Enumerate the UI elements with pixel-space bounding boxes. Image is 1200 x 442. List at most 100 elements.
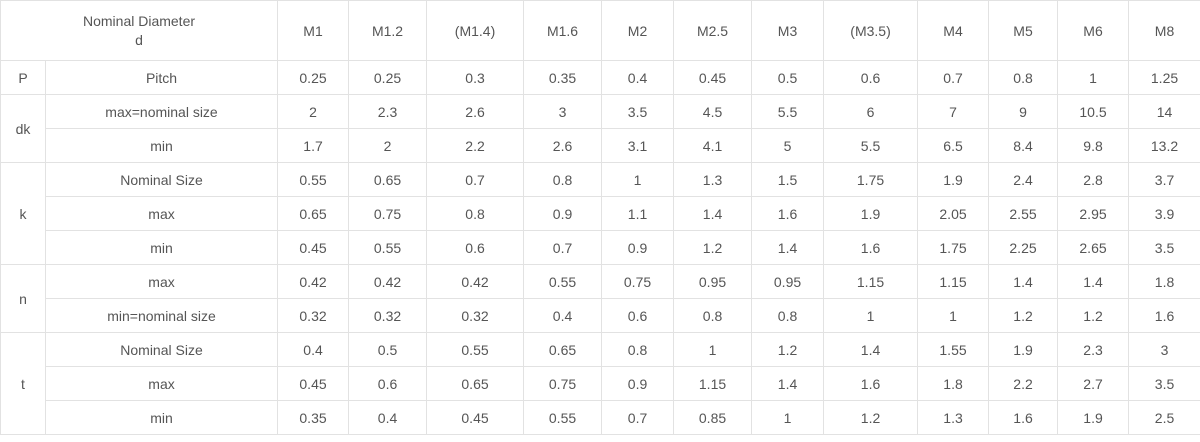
value-cell: 0.55 — [523, 264, 603, 299]
value-cell: 3.1 — [601, 128, 675, 163]
size-header: M1.6 — [523, 0, 603, 61]
value-cell: 5 — [751, 128, 825, 163]
value-cell: 4.1 — [673, 128, 753, 163]
table-row: dk max=nominal size 2 2.3 2.6 3 3.5 4.5 5.5 6 7 9 10… — [0, 94, 1200, 163]
value-cell: 0.55 — [348, 230, 428, 265]
value-cell: 1 — [1057, 60, 1130, 95]
value-cell: 0.45 — [277, 366, 350, 401]
value-cell: 0.3 — [426, 60, 525, 95]
value-cell: 1.4 — [673, 196, 753, 231]
value-cell: 3.7 — [1128, 162, 1200, 197]
value-cell: 0.6 — [426, 230, 525, 265]
value-cell: 1.6 — [823, 230, 919, 265]
value-cell: 10.5 — [1057, 94, 1130, 129]
table-row: P Pitch 0.25 0.25 0.3 0.35 0.4 0.45 0.5 0.6 0.7 0.8… — [0, 60, 1200, 95]
value-cell: 0.42 — [426, 264, 525, 299]
size-header: (M1.4) — [426, 0, 525, 61]
value-cell: 1.8 — [1128, 264, 1200, 299]
value-cell: 0.25 — [348, 60, 428, 95]
value-cell: 0.45 — [426, 400, 525, 435]
size-header: M8 — [1128, 0, 1200, 61]
value-cell: 0.55 — [523, 400, 603, 435]
value-cell: 3 — [1128, 332, 1200, 367]
value-cell: 0.95 — [673, 264, 753, 299]
size-header: M2 — [601, 0, 675, 61]
value-cell: 1 — [917, 298, 990, 333]
header-row: Nominal Diameter d M1 M1.2 (M1.4) M1.6 M… — [0, 0, 1200, 61]
value-cell: 0.55 — [277, 162, 350, 197]
value-cell: 0.32 — [426, 298, 525, 333]
value-cell: 2.6 — [523, 128, 603, 163]
value-cell: 0.8 — [426, 196, 525, 231]
value-cell: 2.65 — [1057, 230, 1130, 265]
row-label: Nominal Size — [44, 162, 279, 197]
row-label: max — [44, 264, 279, 299]
value-cell: 5.5 — [823, 128, 919, 163]
value-cell: 7 — [917, 94, 990, 129]
value-cell: 2.3 — [1057, 332, 1130, 367]
symbol-cell: n — [0, 264, 46, 333]
value-cell: 2.2 — [988, 366, 1059, 401]
value-cell: 0.4 — [348, 400, 428, 435]
table-row: k Nominal Size 0.55 0.65 0.7 0.8 1 1.3 1.5 1.75 1.… — [0, 162, 1200, 265]
value-cell: 2.95 — [1057, 196, 1130, 231]
value-cell: 14 — [1128, 94, 1200, 129]
value-cell: 5.5 — [751, 94, 825, 129]
value-cell: 0.8 — [988, 60, 1059, 95]
value-cell: 0.7 — [917, 60, 990, 95]
value-cell: 2.05 — [917, 196, 990, 231]
value-cell: 1 — [601, 162, 675, 197]
table-row: min 1.7 2 2.2 2.6 3.1 4.1 5 5.5 6.5 8.4 9.8 13.2 — [1, 128, 1200, 163]
value-cell: 1 — [673, 332, 753, 367]
size-header: M1.2 — [348, 0, 428, 61]
value-cell: 0.45 — [277, 230, 350, 265]
value-cell: 0.32 — [348, 298, 428, 333]
value-cell: 1.15 — [823, 264, 919, 299]
value-cell: 0.8 — [601, 332, 675, 367]
value-cell: 8.4 — [988, 128, 1059, 163]
value-cell: 1 — [751, 400, 825, 435]
value-cell: 1.2 — [673, 230, 753, 265]
value-cell: 0.7 — [523, 230, 603, 265]
value-cell: 1.4 — [1057, 264, 1130, 299]
value-cell: 2 — [348, 128, 428, 163]
value-cell: 1 — [823, 298, 919, 333]
nominal-diameter-title: Nominal Diameter — [82, 12, 196, 29]
row-label: max — [44, 196, 279, 231]
value-cell: 0.85 — [673, 400, 753, 435]
symbol-cell: P — [0, 60, 46, 95]
value-cell: 1.5 — [751, 162, 825, 197]
value-cell: 0.8 — [673, 298, 753, 333]
value-cell: 1.7 — [277, 128, 350, 163]
value-cell: 0.75 — [348, 196, 428, 231]
value-cell: 0.8 — [523, 162, 603, 197]
row-label: max — [44, 366, 279, 401]
value-cell: 3.5 — [1128, 366, 1200, 401]
value-cell: 0.75 — [601, 264, 675, 299]
value-cell: 0.95 — [751, 264, 825, 299]
value-cell: 1.9 — [823, 196, 919, 231]
value-cell: 1.55 — [917, 332, 990, 367]
row-label: max=nominal size — [44, 94, 279, 129]
value-cell: 2.55 — [988, 196, 1059, 231]
size-header: M6 — [1057, 0, 1130, 61]
value-cell: 2.5 — [1128, 400, 1200, 435]
value-cell: 3.5 — [1128, 230, 1200, 265]
value-cell: 3.5 — [601, 94, 675, 129]
value-cell: 2 — [277, 94, 350, 129]
size-header: M3 — [751, 0, 825, 61]
size-header: M1 — [277, 0, 350, 61]
value-cell: 0.9 — [601, 366, 675, 401]
value-cell: 1.6 — [988, 400, 1059, 435]
value-cell: 1.4 — [823, 332, 919, 367]
nominal-diameter-symbol: d — [135, 31, 143, 48]
value-cell: 1.4 — [751, 230, 825, 265]
value-cell: 3 — [523, 94, 603, 129]
value-cell: 9.8 — [1057, 128, 1130, 163]
value-cell: 2.7 — [1057, 366, 1130, 401]
table-row: n max 0.42 0.42 0.42 0.55 0.75 0.95 0.95 1.15 1.15… — [0, 264, 1200, 333]
value-cell: 0.35 — [277, 400, 350, 435]
row-label: min — [44, 128, 279, 163]
